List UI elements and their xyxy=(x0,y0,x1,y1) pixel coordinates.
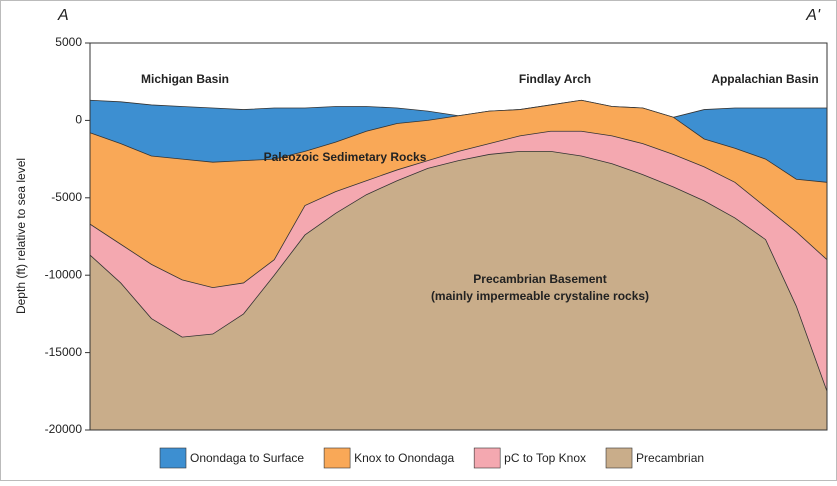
y-tick-label: -10000 xyxy=(45,267,83,281)
plot-area xyxy=(90,100,827,430)
y-axis-label: Depth (ft) relative to sea level xyxy=(14,158,28,314)
y-tick-label: 0 xyxy=(75,113,82,127)
y-tick-label: -5000 xyxy=(51,190,82,204)
annotation: Findlay Arch xyxy=(519,72,591,86)
legend-label: pC to Top Knox xyxy=(504,451,586,465)
y-tick-label: -15000 xyxy=(45,345,83,359)
annotation: Paleozoic Sedimetary Rocks xyxy=(264,150,427,164)
page: {"chart_data": { "type": "section", "cor… xyxy=(0,0,837,481)
legend-label: Precambrian xyxy=(636,451,704,465)
legend-swatch xyxy=(474,448,500,468)
legend-swatch xyxy=(324,448,350,468)
annotation: Michigan Basin xyxy=(141,72,229,86)
annotation: Appalachian Basin xyxy=(711,72,818,86)
legend-swatch xyxy=(160,448,186,468)
annotation: (mainly impermeable crystaline rocks) xyxy=(431,289,649,303)
legend-swatch xyxy=(606,448,632,468)
y-tick-label: 5000 xyxy=(55,35,82,49)
y-tick-label: -20000 xyxy=(45,422,83,436)
legend-label: Onondaga to Surface xyxy=(190,451,304,465)
chart: A A' Depth (ft) relative to sea level 50… xyxy=(0,0,837,481)
corner-label: A xyxy=(57,7,69,24)
corner-label: A' xyxy=(805,7,821,24)
annotation: Precambrian Basement xyxy=(473,272,606,286)
legend-label: Knox to Onondaga xyxy=(354,451,454,465)
